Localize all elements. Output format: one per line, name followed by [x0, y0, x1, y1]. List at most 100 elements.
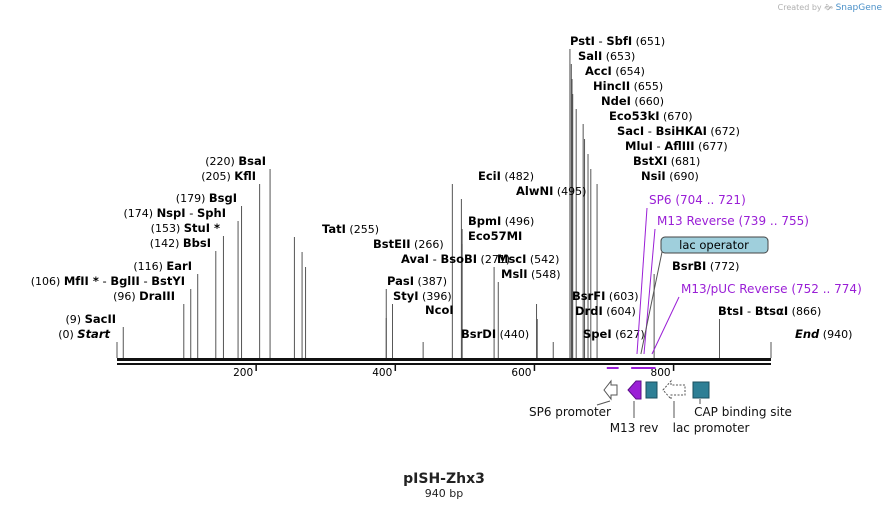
enzyme-label: AccI (654)	[585, 64, 645, 78]
enzyme-site[interactable]: (9) SacII	[66, 312, 117, 326]
backbone	[117, 358, 771, 365]
enzyme-label: (179) BsgI	[176, 191, 237, 205]
enzyme-name: NcoI	[425, 303, 454, 317]
enzyme-site[interactable]: Eco57MI	[468, 229, 522, 243]
primer[interactable]: SP6 (704 .. 721)	[606, 193, 746, 369]
enzyme-site[interactable]: BtsI - BtsαI (866)	[718, 304, 821, 318]
enzyme-site[interactable]: PasI (387)	[387, 274, 447, 288]
enzyme-position: (153)	[151, 222, 184, 235]
enzyme-site[interactable]: BsrBI (772)	[672, 259, 739, 273]
enzyme-label: SalI (653)	[578, 49, 635, 63]
enzyme-site[interactable]: (174) NspI - SphI	[123, 206, 226, 220]
enzyme-label: BstXI (681)	[633, 154, 700, 168]
enzyme-site[interactable]: NdeI (660)	[601, 94, 664, 108]
enzyme-site[interactable]: PstI - SbfI (651)	[570, 34, 665, 48]
enzyme-site[interactable]: (106) MfII * - BglII - BstYI	[31, 274, 185, 288]
promoter-arrow-icon	[603, 379, 618, 401]
enzyme-site[interactable]: BsrFI (603)	[572, 289, 639, 303]
enzyme-position: (205)	[201, 170, 234, 183]
ruler-tick-label: 800	[651, 367, 671, 379]
enzyme-site[interactable]: SpeI (627)	[583, 327, 645, 341]
feature-label: M13 rev	[610, 421, 659, 435]
enzyme-label: MluI - AflIII (677)	[625, 139, 728, 153]
map-title: pISH-Zhx3	[403, 471, 485, 487]
enzyme-site[interactable]: MluI - AflIII (677)	[625, 139, 728, 153]
enzyme-site[interactable]: Eco53kI (670)	[609, 109, 693, 123]
primers: SP6 (704 .. 721) M13 Reverse (739 .. 755)…	[606, 193, 862, 369]
lac-operator-leader-line	[640, 251, 663, 355]
primer[interactable]: M13 Reverse (739 .. 755)	[631, 214, 809, 369]
enzyme-position: (387)	[414, 275, 447, 288]
enzyme-name: BstXI	[633, 154, 667, 168]
enzyme-name: MluI	[625, 139, 653, 153]
enzyme-name: PstI	[570, 34, 595, 48]
enzyme-name: BsiHKAI	[656, 124, 707, 138]
enzyme-site[interactable]: AlwNI (495)	[516, 184, 586, 198]
cap-binding-site-feature[interactable]: CAP binding site	[692, 381, 792, 419]
enzyme-name: AccI	[585, 64, 612, 78]
enzyme-label: Eco57MI	[468, 229, 522, 243]
enzyme-name: HincII	[593, 79, 630, 93]
enzyme-position: (396)	[419, 290, 452, 303]
enzyme-site[interactable]: (0) Start	[58, 327, 110, 341]
enzyme-site[interactable]: (153) StuI *	[151, 221, 220, 235]
enzyme-name: MslI	[501, 267, 528, 281]
enzyme-label: TatI (255)	[322, 222, 379, 236]
enzyme-name: BsoBI	[441, 252, 478, 266]
enzyme-label: EciI (482)	[478, 169, 534, 183]
enzyme-site[interactable]: MscI (542)	[497, 252, 559, 266]
enzyme-name: BstYI	[151, 274, 185, 288]
enzyme-position: (604)	[603, 305, 636, 318]
enzyme-position: (772)	[706, 260, 739, 273]
enzyme-name: SalI	[578, 49, 602, 63]
enzyme-site[interactable]: (205) KflI	[201, 169, 256, 183]
primer-range: (704 .. 721)	[672, 193, 746, 207]
enzyme-position: (266)	[411, 238, 444, 251]
enzyme-label: BtsI - BtsαI (866)	[718, 304, 821, 318]
enzyme-site[interactable]: (96) DraIII	[113, 289, 175, 303]
lac-operator-block[interactable]	[645, 381, 658, 399]
enzyme-site[interactable]: HincII (655)	[593, 79, 663, 93]
enzyme-name: BbsI	[183, 236, 211, 250]
enzyme-label: SpeI (627)	[583, 327, 645, 341]
primer-leader-line	[643, 228, 656, 355]
enzyme-site[interactable]: NsiI (690)	[641, 169, 699, 183]
enzyme-site[interactable]: BsrDI (440)	[461, 327, 529, 341]
enzyme-label: (205) KflI	[201, 169, 256, 183]
enzyme-site[interactable]: NcoI	[425, 303, 454, 317]
enzyme-name: BsrDI	[461, 327, 496, 341]
enzyme-site[interactable]: BstXI (681)	[633, 154, 700, 168]
primer[interactable]: M13/pUC Reverse (752 .. 774)	[640, 282, 862, 369]
enzyme-site[interactable]: SalI (653)	[578, 49, 635, 63]
enzyme-site[interactable]: MslI (548)	[501, 267, 561, 281]
lac-operator-feature[interactable]: lac operator	[640, 236, 769, 355]
primer-leader-line	[636, 207, 648, 355]
enzyme-label: SacI - BsiHKAI (672)	[617, 124, 740, 138]
lac-promoter-feature[interactable]: lac promoter	[662, 379, 749, 435]
enzyme-label: BsrBI (772)	[672, 259, 739, 273]
m13-rev-feature[interactable]: M13 rev	[610, 380, 659, 435]
enzyme-labels: (0) Start(9) SacII (96) DraIII(106) MfII …	[31, 34, 853, 341]
enzyme-site[interactable]: StyI (396)	[393, 289, 452, 303]
enzyme-site[interactable]: TatI (255)	[322, 222, 379, 236]
enzyme-site[interactable]: (220) BsaI	[205, 154, 266, 168]
enzyme-site[interactable]: (116) EarI	[133, 259, 192, 273]
enzyme-site[interactable]: (142) BbsI	[150, 236, 211, 250]
enzyme-site[interactable]: AccI (654)	[585, 64, 645, 78]
enzyme-site[interactable]: DrdI (604)	[575, 304, 636, 318]
sp6-promoter-feature[interactable]: SP6 promoter	[529, 379, 618, 419]
feature-label: SP6 promoter	[529, 405, 611, 419]
enzyme-site[interactable]: BstEII (266)	[373, 237, 444, 251]
enzyme-site[interactable]: AvaI - BsoBI (271)	[401, 252, 510, 266]
enzyme-name: AflIII	[664, 139, 694, 153]
enzyme-site[interactable]: SacI - BsiHKAI (672)	[617, 124, 740, 138]
enzyme-site[interactable]: (179) BsgI	[176, 191, 237, 205]
enzyme-site[interactable]: End (940)	[795, 327, 852, 341]
enzyme-site[interactable]: BpmI (496)	[468, 214, 534, 228]
promoter-arrow-icon	[662, 379, 686, 401]
enzyme-name: BstEII	[373, 237, 411, 251]
enzyme-position: (496)	[501, 215, 534, 228]
enzyme-position: (9)	[66, 313, 85, 326]
enzyme-site[interactable]: EciI (482)	[478, 169, 534, 183]
